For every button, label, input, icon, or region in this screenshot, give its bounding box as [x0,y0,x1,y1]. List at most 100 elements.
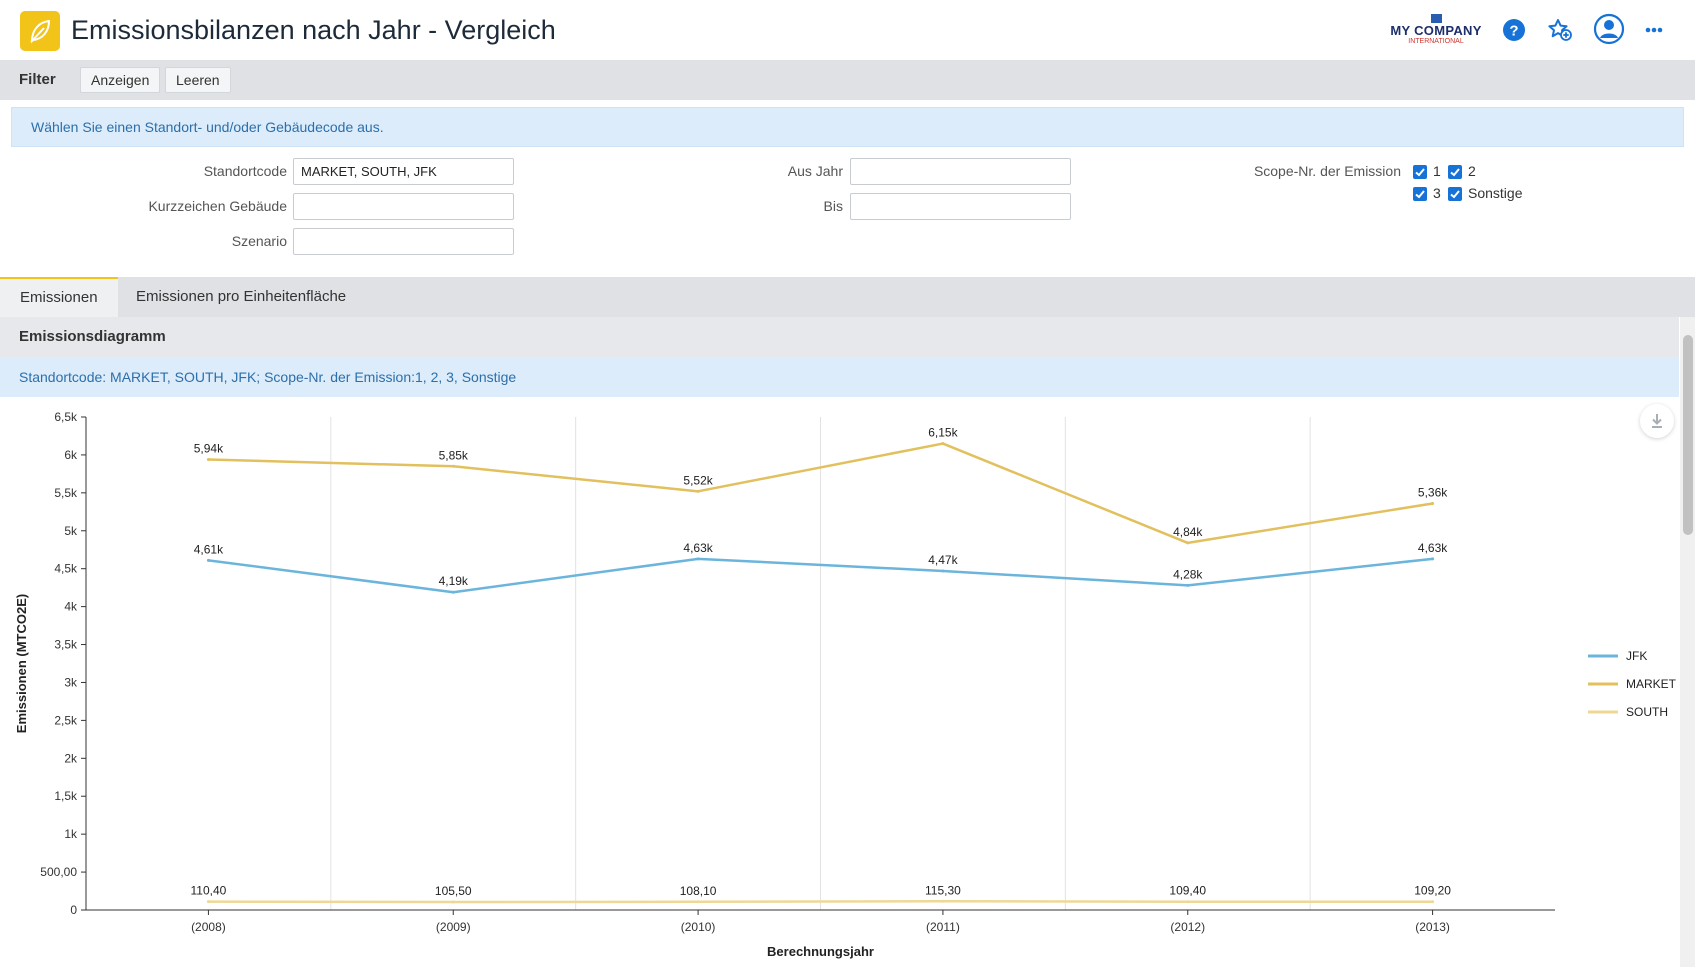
scenario-field[interactable] [293,228,514,255]
scope-3-checkbox[interactable] [1413,187,1427,201]
scrollbar[interactable] [1680,317,1695,967]
scope-other-checkbox[interactable] [1448,187,1462,201]
tab-bar: Emissionen Emissionen pro Einheitenfläch… [0,277,1695,317]
scenario-label: Szenario [231,233,287,249]
from-year-field[interactable] [850,158,1071,185]
data-point [451,464,455,468]
data-point [1186,900,1190,904]
x-tick-label: (2013) [1415,920,1450,934]
download-icon[interactable] [1640,404,1674,438]
legend-label: SOUTH [1626,705,1668,719]
data-point [206,900,210,904]
data-label: 5,85k [439,448,469,462]
data-point [451,900,455,904]
y-tick-label: 2k [64,751,78,765]
scope-2-checkbox[interactable] [1448,165,1462,179]
y-tick-label: 0 [70,903,77,917]
data-label: 4,63k [683,541,713,555]
y-tick-label: 3,5k [54,638,78,652]
data-point [451,590,455,594]
scope-1-checkbox[interactable] [1413,165,1427,179]
scope-1-label: 1 [1433,163,1441,179]
y-tick-label: 2,5k [54,713,78,727]
tab-emissions-per-area[interactable]: Emissionen pro Einheitenfläche [136,288,347,305]
data-point [1431,501,1435,505]
y-tick-label: 6k [64,448,78,462]
site-code-field[interactable]: MARKET, SOUTH, JFK [293,158,514,185]
more-icon[interactable] [1640,16,1668,44]
data-label: 5,94k [194,441,224,455]
clear-button[interactable]: Leeren [165,67,231,93]
help-icon[interactable]: ? [1500,16,1528,44]
leaf-icon [20,11,60,51]
legend-label: MARKET [1626,677,1677,691]
filter-toolbar: Filter Anzeigen Leeren [0,60,1695,100]
data-point [1431,557,1435,561]
data-label: 110,40 [191,884,227,898]
series-line-jfk [208,557,1433,594]
user-icon[interactable] [1593,13,1625,45]
filter-title: Filter [19,71,56,88]
show-button[interactable]: Anzeigen [80,67,161,93]
scope-3-label: 3 [1433,185,1441,201]
to-year-label: Bis [823,198,843,214]
data-label: 4,19k [439,574,469,588]
from-year-label: Aus Jahr [787,163,843,179]
y-tick-label: 5,5k [54,486,78,500]
scrollbar-thumb[interactable] [1683,335,1693,535]
data-point [1431,900,1435,904]
y-tick-label: 4k [64,600,78,614]
y-tick-label: 500,00 [40,865,77,879]
data-label: 109,40 [1169,884,1206,898]
data-point [1186,541,1190,545]
resize-handle[interactable] [815,270,839,282]
data-point [206,558,210,562]
series-line-south [208,900,1433,904]
data-label: 6,15k [928,426,958,440]
favorite-add-icon[interactable] [1546,16,1574,44]
scope-other-label: Sonstige [1468,185,1523,201]
data-label: 108,10 [680,884,717,898]
to-year-field[interactable] [850,193,1071,220]
y-tick-label: 1,5k [54,789,78,803]
data-label: 4,84k [1173,525,1203,539]
data-point [941,569,945,573]
panel-title: Emissionsdiagramm [0,317,1679,357]
data-point [206,457,210,461]
y-axis-title: Emissionen (MTCO2E) [14,594,29,733]
x-tick-label: (2010) [681,920,716,934]
page-title: Emissionsbilanzen nach Jahr - Vergleich [71,15,556,45]
data-label: 4,63k [1418,541,1448,555]
data-point [696,489,700,493]
tab-emissions[interactable]: Emissionen [0,277,118,317]
building-code-field[interactable] [293,193,514,220]
series-line-market [208,442,1433,545]
data-point [696,557,700,561]
data-label: 109,20 [1414,884,1451,898]
y-tick-label: 5k [64,524,78,538]
svg-text:?: ? [1509,23,1518,40]
data-label: 115,30 [925,883,961,897]
scope-2-label: 2 [1468,163,1476,179]
data-label: 4,47k [928,553,958,567]
data-label: 5,36k [1418,485,1448,499]
company-name: MY COMPANY [1390,23,1482,38]
data-point [696,900,700,904]
y-tick-label: 1k [64,827,78,841]
data-label: 5,52k [683,473,713,487]
x-tick-label: (2009) [436,920,471,934]
x-tick-label: (2011) [926,920,960,934]
company-sub: INTERNATIONAL [1408,38,1464,45]
y-tick-label: 4,5k [54,562,78,576]
y-tick-label: 3k [64,675,78,689]
data-point [941,442,945,446]
building-code-label: Kurzzeichen Gebäude [148,198,287,214]
data-point [941,899,945,903]
data-label: 4,61k [194,542,224,556]
data-label: 105,50 [435,884,472,898]
emissions-chart: 0 500,00 1k 1,5k 2k 2,5k 3k 3,5k 4k 4,5k 5k 5,5k 6k 6… [14,410,1677,959]
app-header: Emissionsbilanzen nach Jahr - Vergleich … [0,0,1695,60]
x-tick-label: (2008) [191,920,226,934]
company-logo: MY COMPANY INTERNATIONAL [1386,14,1486,46]
y-tick-label: 6,5k [54,410,78,424]
